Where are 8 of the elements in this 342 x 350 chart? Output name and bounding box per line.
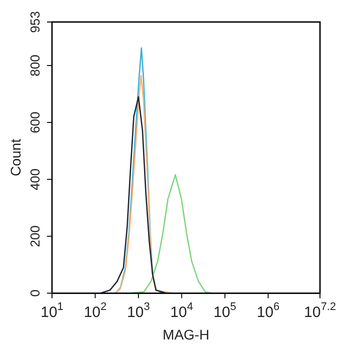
y-tick-label: 953	[28, 11, 43, 33]
y-tick-label: 200	[28, 225, 43, 248]
y-tick-label: 400	[28, 168, 43, 190]
y-axis-title: Count	[7, 138, 24, 176]
y-tick-label: 0	[28, 290, 43, 297]
y-tick-label: 600	[28, 112, 43, 134]
y-tick-label: 800	[28, 54, 43, 76]
x-axis-title: MAG-H	[162, 326, 210, 342]
